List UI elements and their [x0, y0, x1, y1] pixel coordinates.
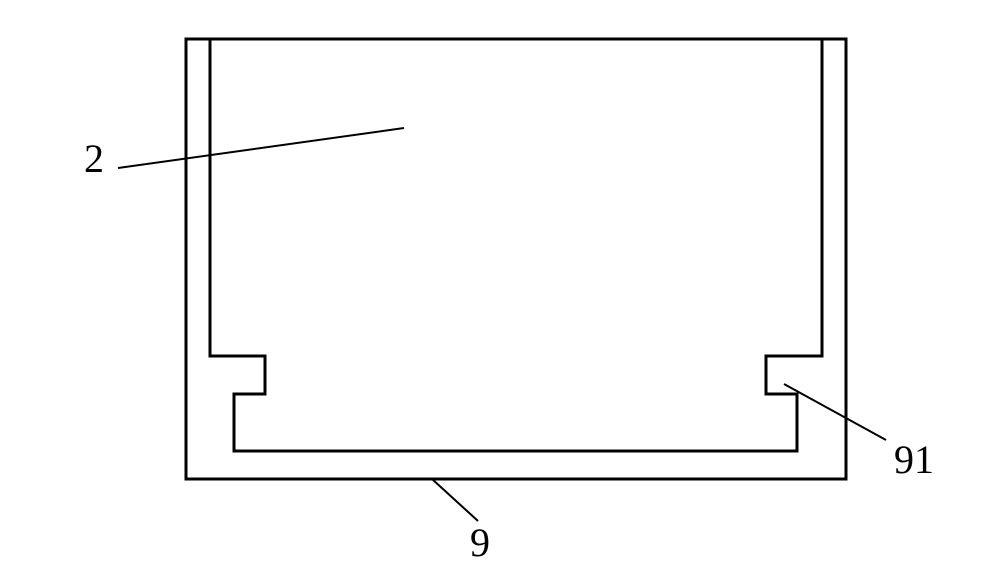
cross-section-diagram: 2 91 9: [0, 0, 1000, 565]
label-91: 91: [894, 437, 934, 482]
label-9: 9: [470, 520, 490, 565]
label-2: 2: [84, 136, 104, 181]
